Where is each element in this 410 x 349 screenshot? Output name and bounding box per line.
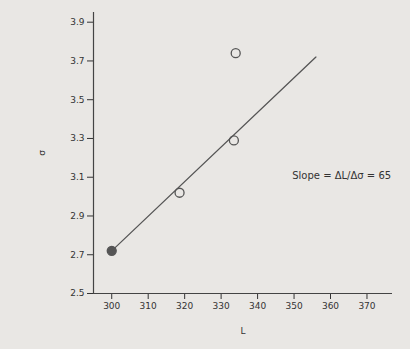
svg-text:2.9: 2.9 <box>70 211 85 221</box>
svg-text:340: 340 <box>249 301 266 311</box>
svg-text:2.5: 2.5 <box>70 288 84 298</box>
svg-text:3.7: 3.7 <box>70 56 84 66</box>
svg-text:L: L <box>240 326 245 336</box>
svg-text:3.9: 3.9 <box>70 17 85 27</box>
svg-text:310: 310 <box>140 301 157 311</box>
svg-text:320: 320 <box>176 301 193 311</box>
svg-text:σ: σ <box>37 150 47 156</box>
svg-text:370: 370 <box>358 301 375 311</box>
svg-text:360: 360 <box>322 301 339 311</box>
svg-text:300: 300 <box>103 301 120 311</box>
svg-text:Slope = ΔL/Δσ = 65: Slope = ΔL/Δσ = 65 <box>292 170 391 181</box>
svg-text:330: 330 <box>213 301 230 311</box>
svg-text:3.1: 3.1 <box>70 172 84 182</box>
svg-text:3.5: 3.5 <box>70 95 84 105</box>
svg-text:3.3: 3.3 <box>70 133 84 143</box>
svg-text:350: 350 <box>285 301 302 311</box>
svg-text:2.7: 2.7 <box>70 250 84 260</box>
